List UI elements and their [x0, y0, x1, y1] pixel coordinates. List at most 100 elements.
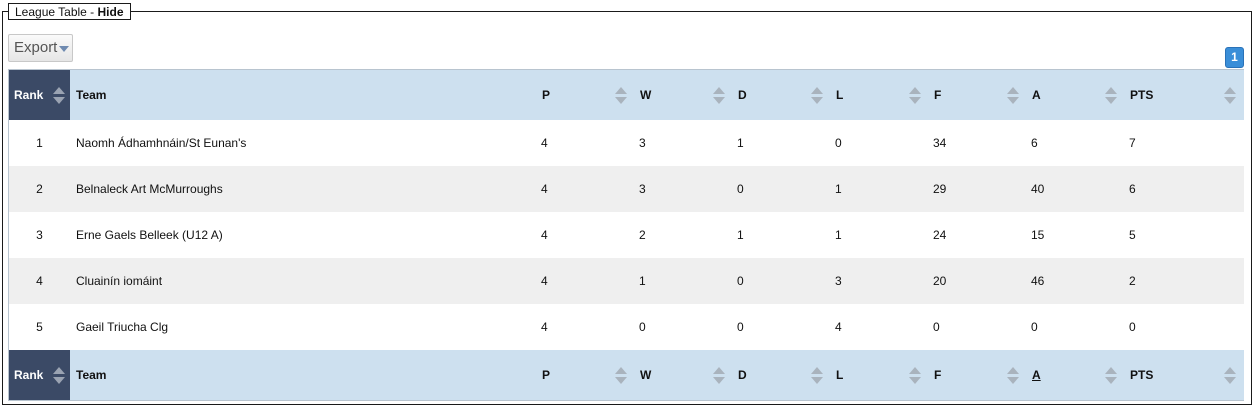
export-button[interactable]: Export	[8, 34, 73, 62]
lost-cell: 0	[830, 120, 928, 166]
sort-icon[interactable]	[909, 367, 921, 385]
points-cell: 5	[1124, 212, 1244, 258]
column-footer-w[interactable]: W	[634, 350, 732, 400]
column-footer-label: L	[836, 368, 844, 382]
sort-icon[interactable]	[811, 367, 823, 385]
column-header-label: Rank	[14, 88, 44, 102]
rank-cell: 1	[9, 120, 70, 166]
won-cell: 0	[634, 304, 732, 350]
column-footer-d[interactable]: D	[732, 350, 830, 400]
column-footer-team[interactable]: Team	[70, 350, 536, 400]
hide-link[interactable]: Hide	[97, 5, 124, 19]
drawn-cell: 0	[732, 304, 830, 350]
sort-icon[interactable]	[1007, 87, 1019, 105]
column-header-label: A	[1032, 88, 1041, 102]
for-cell: 20	[928, 258, 1026, 304]
rank-cell: 4	[9, 258, 70, 304]
rank-cell: 3	[9, 212, 70, 258]
column-footer-label: D	[738, 368, 747, 382]
team-cell: Belnaleck Art McMurroughs	[70, 166, 536, 212]
sort-icon[interactable]	[1105, 87, 1117, 105]
sort-icon[interactable]	[615, 87, 627, 105]
column-header-label: Team	[76, 88, 107, 102]
against-cell: 40	[1026, 166, 1124, 212]
sort-icon[interactable]	[53, 367, 65, 385]
column-header-label: D	[738, 88, 747, 102]
sort-icon[interactable]	[713, 87, 725, 105]
column-footer-rank[interactable]: Rank	[9, 350, 70, 400]
column-footer-f[interactable]: F	[928, 350, 1026, 400]
column-header-f[interactable]: F	[928, 70, 1026, 120]
column-footer-label: PTS	[1130, 368, 1154, 382]
section-legend: League Table - Hide	[8, 3, 131, 20]
rank-cell: 2	[9, 166, 70, 212]
column-footer-l[interactable]: L	[830, 350, 928, 400]
drawn-cell: 1	[732, 120, 830, 166]
team-cell: Cluainín iomáint	[70, 258, 536, 304]
sort-icon[interactable]	[1224, 87, 1236, 105]
column-footer-p[interactable]: P	[536, 350, 634, 400]
league-table-section	[2, 11, 1252, 405]
lost-cell: 3	[830, 258, 928, 304]
caret-down-icon	[59, 46, 69, 52]
drawn-cell: 1	[732, 212, 830, 258]
column-footer-label: F	[934, 368, 942, 382]
against-cell: 0	[1026, 304, 1124, 350]
column-footer-label: Rank	[14, 368, 44, 382]
table-row: 1 Naomh Ádhamhnáin/St Eunan's 4 3 1 0 34…	[9, 120, 1244, 166]
sort-icon[interactable]	[909, 87, 921, 105]
points-cell: 0	[1124, 304, 1244, 350]
column-header-rank[interactable]: Rank	[9, 70, 70, 120]
column-header-team[interactable]: Team	[70, 70, 536, 120]
against-cell: 6	[1026, 120, 1124, 166]
played-cell: 4	[536, 258, 634, 304]
column-footer-label: P	[542, 368, 551, 382]
for-cell: 29	[928, 166, 1026, 212]
sort-icon[interactable]	[1224, 367, 1236, 385]
column-header-label: F	[934, 88, 942, 102]
sort-icon[interactable]	[615, 367, 627, 385]
table-row: 2 Belnaleck Art McMurroughs 4 3 0 1 29 4…	[9, 166, 1244, 212]
for-cell: 0	[928, 304, 1026, 350]
played-cell: 4	[536, 304, 634, 350]
export-label: Export	[14, 39, 58, 56]
sort-icon[interactable]	[811, 87, 823, 105]
played-cell: 4	[536, 120, 634, 166]
table-row: 5 Gaeil Triucha Clg 4 0 0 4 0 0 0	[9, 304, 1244, 350]
drawn-cell: 0	[732, 166, 830, 212]
for-cell: 34	[928, 120, 1026, 166]
league-table: Rank Team P W D	[8, 69, 1244, 401]
sort-icon[interactable]	[53, 87, 65, 105]
sort-icon[interactable]	[1007, 367, 1019, 385]
table-row: 3 Erne Gaels Belleek (U12 A) 4 2 1 1 24 …	[9, 212, 1244, 258]
column-header-label: PTS	[1130, 88, 1154, 102]
column-header-pts[interactable]: PTS	[1124, 70, 1244, 120]
column-header-d[interactable]: D	[732, 70, 830, 120]
for-cell: 24	[928, 212, 1026, 258]
column-footer-label: A	[1032, 368, 1041, 382]
column-header-a[interactable]: A	[1026, 70, 1124, 120]
team-cell: Naomh Ádhamhnáin/St Eunan's	[70, 120, 536, 166]
lost-cell: 1	[830, 212, 928, 258]
drawn-cell: 0	[732, 258, 830, 304]
column-footer-a[interactable]: A	[1026, 350, 1124, 400]
page-number-button[interactable]: 1	[1225, 47, 1244, 68]
points-cell: 6	[1124, 166, 1244, 212]
column-footer-label: W	[640, 368, 652, 382]
column-header-p[interactable]: P	[536, 70, 634, 120]
won-cell: 3	[634, 166, 732, 212]
points-cell: 2	[1124, 258, 1244, 304]
sort-icon[interactable]	[1105, 367, 1117, 385]
won-cell: 2	[634, 212, 732, 258]
column-header-w[interactable]: W	[634, 70, 732, 120]
points-cell: 7	[1124, 120, 1244, 166]
played-cell: 4	[536, 166, 634, 212]
legend-title: League Table -	[15, 5, 98, 19]
lost-cell: 1	[830, 166, 928, 212]
column-footer-pts[interactable]: PTS	[1124, 350, 1244, 400]
column-header-l[interactable]: L	[830, 70, 928, 120]
won-cell: 1	[634, 258, 732, 304]
column-header-label: W	[640, 88, 652, 102]
sort-icon[interactable]	[713, 367, 725, 385]
against-cell: 15	[1026, 212, 1124, 258]
